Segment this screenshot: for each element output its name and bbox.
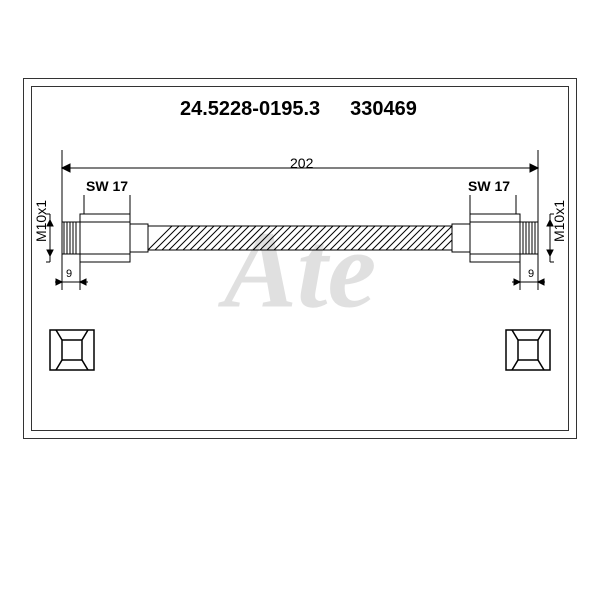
hose-drawing — [0, 0, 600, 600]
end-view-left — [50, 330, 94, 370]
end-view-right — [506, 330, 550, 370]
